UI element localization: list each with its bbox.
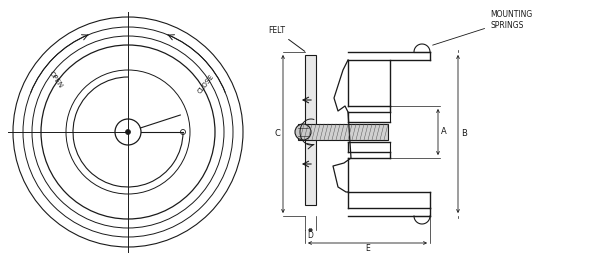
Bar bbox=[298, 124, 388, 140]
Text: D: D bbox=[308, 231, 313, 240]
Text: B: B bbox=[461, 129, 467, 139]
Text: C: C bbox=[274, 129, 280, 139]
Text: A: A bbox=[441, 127, 447, 136]
Text: MOUNTING
SPRINGS: MOUNTING SPRINGS bbox=[433, 10, 532, 45]
Text: FELT: FELT bbox=[268, 26, 305, 51]
Bar bbox=[305, 55, 316, 205]
Circle shape bbox=[295, 124, 311, 140]
Text: OPEN: OPEN bbox=[48, 70, 64, 89]
Text: E: E bbox=[365, 244, 370, 253]
Circle shape bbox=[125, 129, 131, 134]
Text: CLOSE: CLOSE bbox=[197, 73, 215, 95]
